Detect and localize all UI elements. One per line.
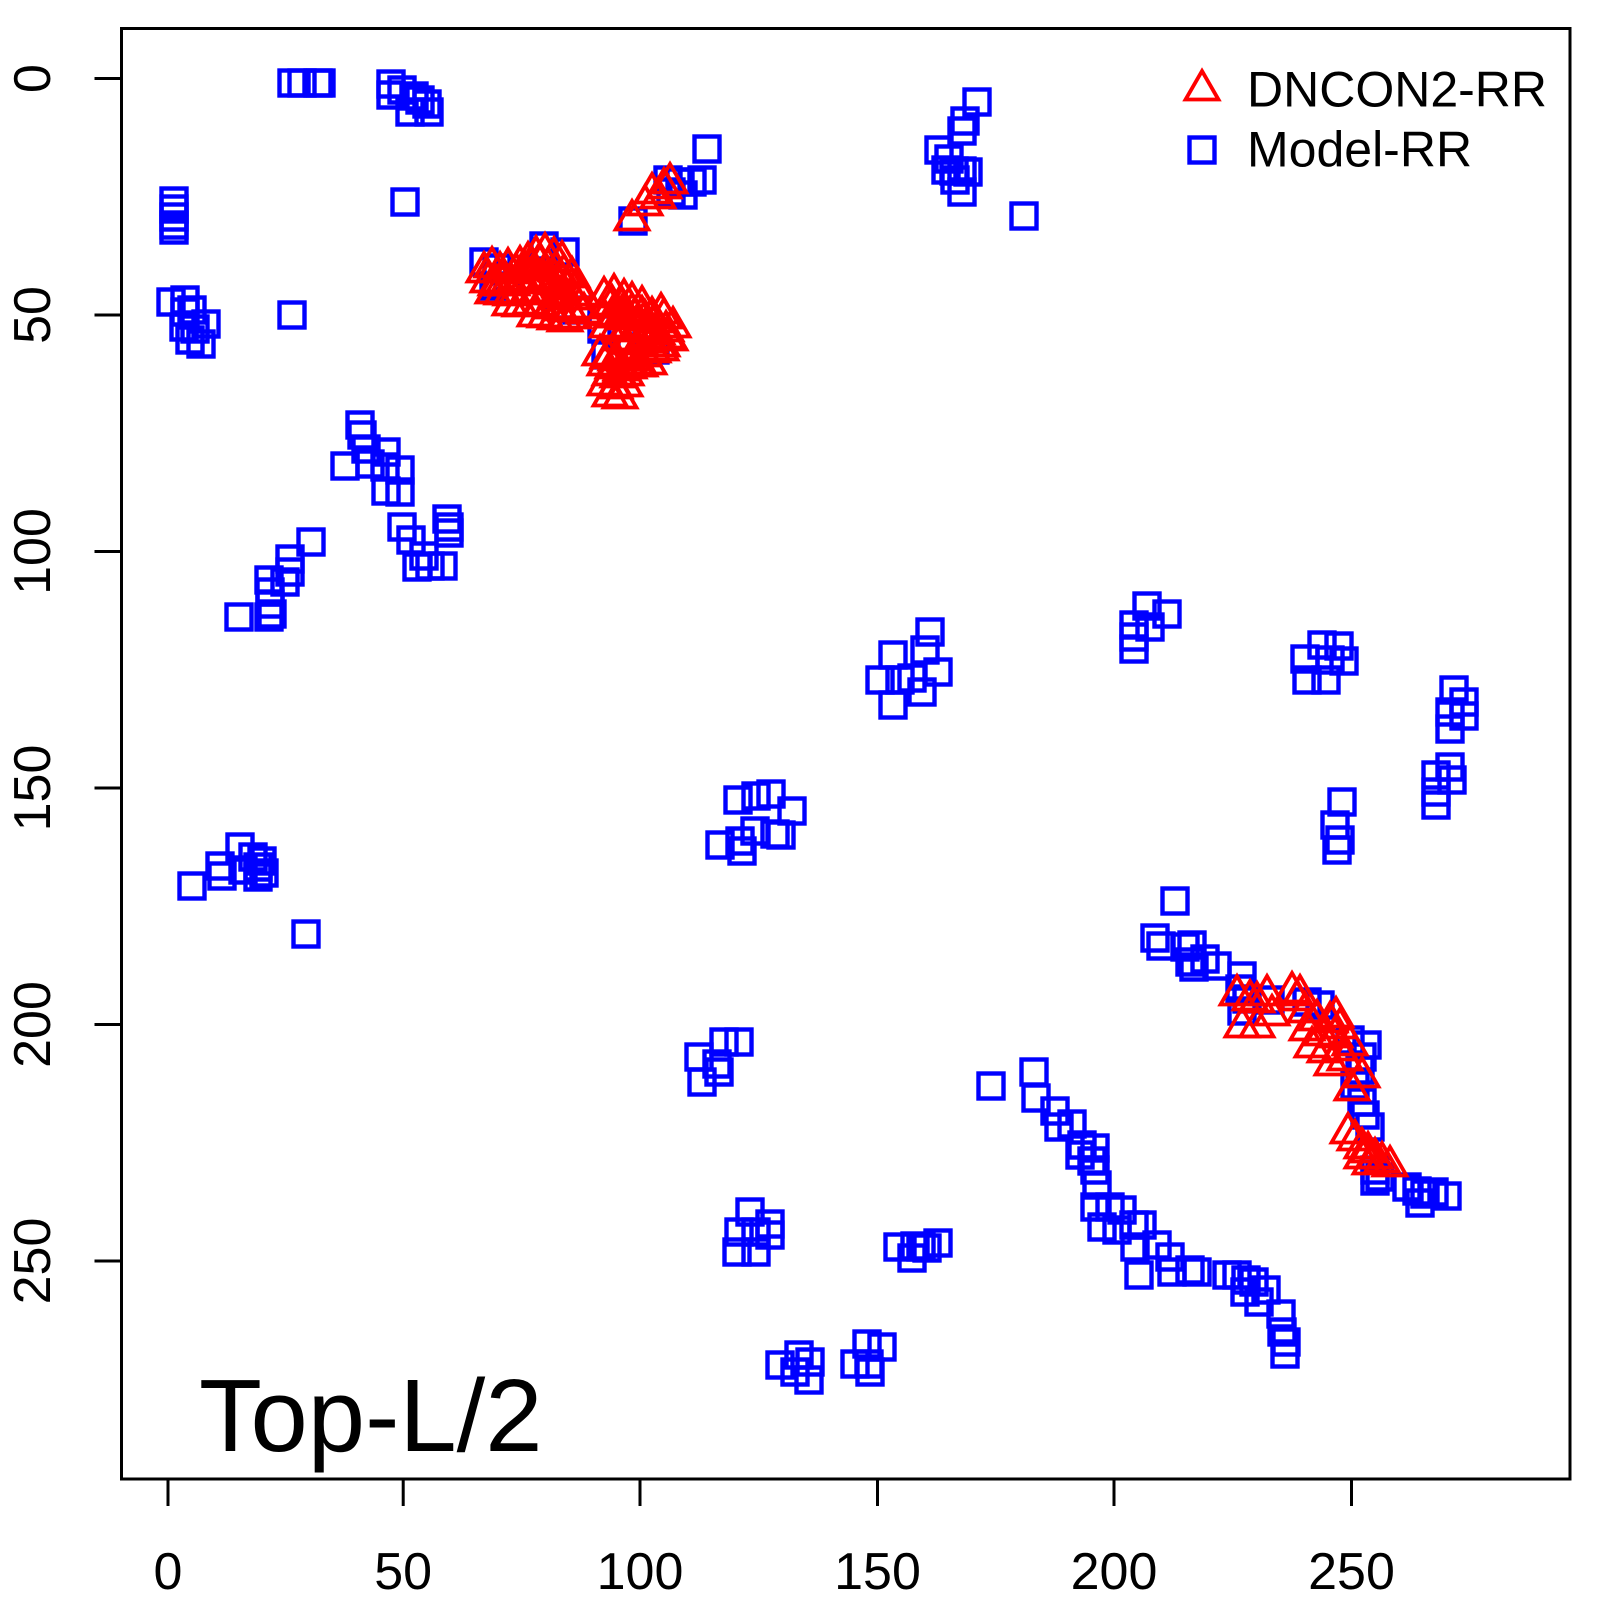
svg-text:200: 200 <box>4 981 62 1068</box>
svg-text:100: 100 <box>597 1543 684 1600</box>
svg-text:0: 0 <box>154 1543 183 1600</box>
svg-text:Top-L/2: Top-L/2 <box>199 1358 543 1473</box>
svg-text:150: 150 <box>834 1543 921 1600</box>
svg-text:50: 50 <box>374 1543 432 1600</box>
svg-text:0: 0 <box>4 64 62 93</box>
svg-text:150: 150 <box>4 745 62 832</box>
svg-text:50: 50 <box>4 286 62 344</box>
svg-text:200: 200 <box>1071 1543 1158 1600</box>
svg-text:Model-RR: Model-RR <box>1247 122 1472 178</box>
svg-text:250: 250 <box>1308 1543 1395 1600</box>
svg-text:DNCON2-RR: DNCON2-RR <box>1247 62 1547 118</box>
svg-text:250: 250 <box>4 1218 62 1305</box>
svg-text:100: 100 <box>4 508 62 595</box>
